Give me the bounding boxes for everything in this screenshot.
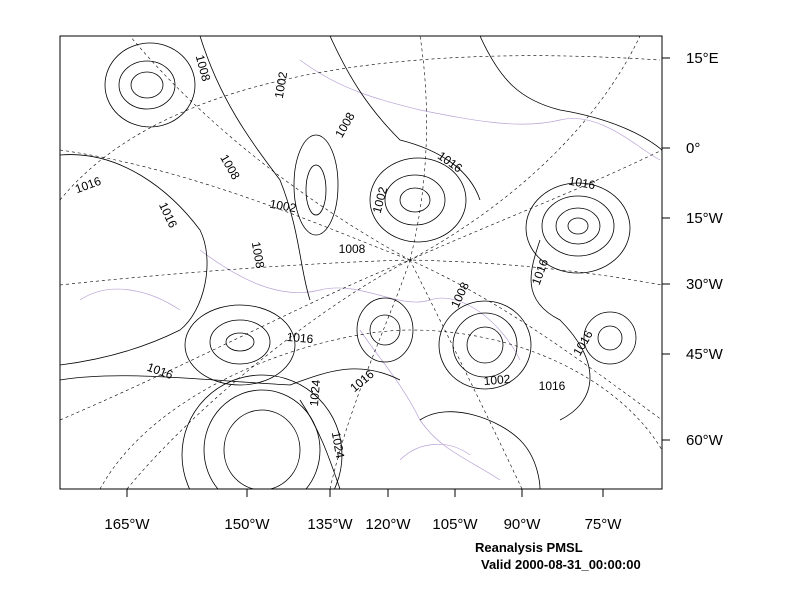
lon-label: 105°W bbox=[432, 516, 478, 533]
contour-label: 1002 bbox=[483, 372, 511, 388]
map-frame bbox=[59, 35, 663, 490]
contour-label: 1008 bbox=[339, 242, 366, 256]
contour-label: 1002 bbox=[269, 197, 298, 215]
coastlines bbox=[79, 59, 661, 481]
contour-label: 1016 bbox=[347, 367, 377, 395]
map-body bbox=[60, 36, 662, 489]
lon-label: 75°W bbox=[585, 516, 623, 533]
labels: 165°W 150°W 135°W 120°W 105°W 90°W 75°W 15°E 0° 1… bbox=[73, 50, 724, 533]
contour-label: 1016 bbox=[156, 200, 180, 230]
lat-label: 15°W bbox=[686, 210, 724, 227]
graticule bbox=[60, 36, 662, 489]
contour-label: 1024 bbox=[329, 431, 347, 460]
contour-label: 1016 bbox=[286, 330, 314, 346]
contour-label: 1016 bbox=[568, 174, 597, 192]
lat-label: 0° bbox=[686, 140, 700, 157]
contour-label: 1008 bbox=[217, 152, 243, 182]
contour-label: 1002 bbox=[272, 70, 290, 99]
contour-label: 1008 bbox=[448, 280, 472, 310]
caption-title: Reanalysis PMSL bbox=[475, 540, 583, 555]
contour-label: 1016 bbox=[529, 257, 551, 287]
contour-label: 1016 bbox=[570, 328, 596, 358]
contour-label: 1016 bbox=[145, 360, 175, 382]
lon-label: 165°W bbox=[104, 516, 150, 533]
lon-label: 135°W bbox=[307, 516, 353, 533]
contour-label: 1008 bbox=[193, 53, 214, 83]
contour-label: 1016 bbox=[539, 379, 566, 393]
caption-valid: Valid 2000-08-31_00:00:00 bbox=[481, 557, 641, 572]
lat-label: 45°W bbox=[686, 346, 724, 363]
lat-label: 60°W bbox=[686, 432, 724, 449]
lat-label: 15°E bbox=[686, 50, 719, 67]
lat-label: 30°W bbox=[686, 276, 724, 293]
lon-label: 120°W bbox=[365, 516, 411, 533]
lon-label: 150°W bbox=[224, 516, 270, 533]
contour-label: 1002 bbox=[370, 185, 391, 215]
contour-label: 1008 bbox=[332, 110, 358, 140]
contour-label: 1016 bbox=[435, 149, 465, 176]
contour-label: 1024 bbox=[307, 379, 323, 407]
contours bbox=[60, 36, 662, 489]
contour-label: 1008 bbox=[249, 241, 267, 270]
contour-label: 1016 bbox=[73, 174, 103, 196]
lon-label: 90°W bbox=[504, 516, 542, 533]
